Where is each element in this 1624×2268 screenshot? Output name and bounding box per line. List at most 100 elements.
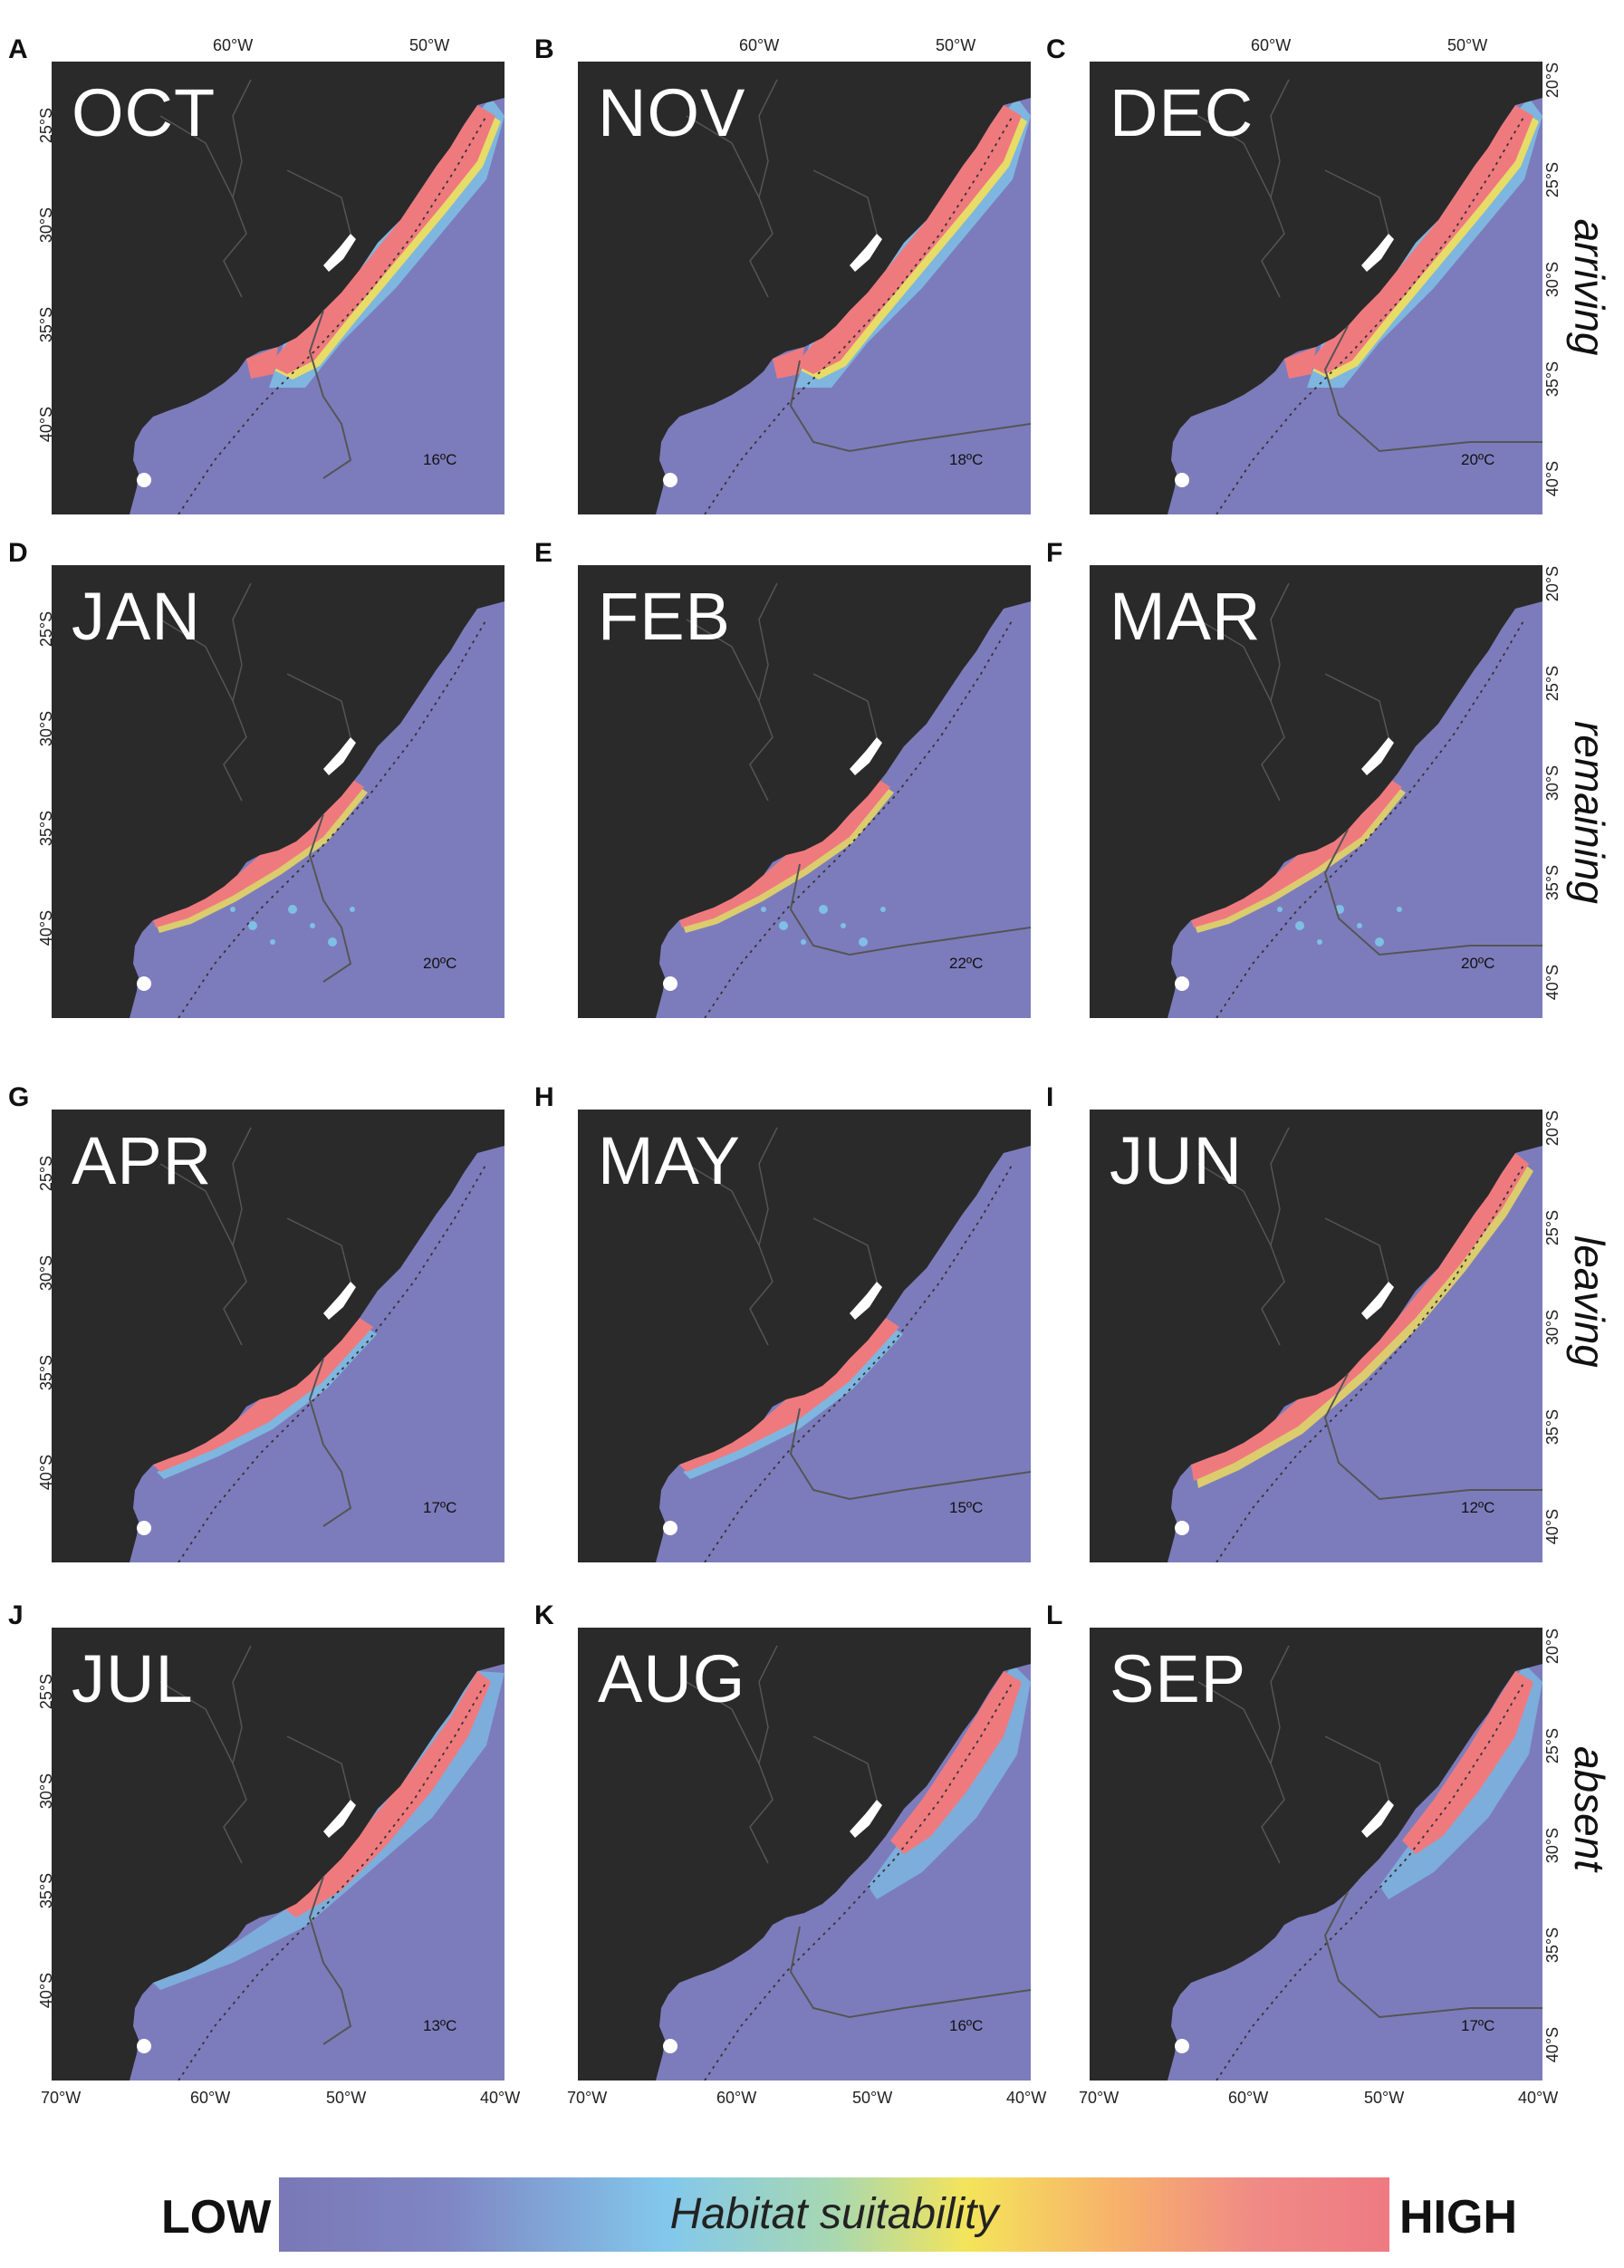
map-svg (578, 1110, 1031, 1562)
map-panel-aug: AUG 16ºC (578, 1628, 1031, 2081)
map-svg (1090, 62, 1542, 514)
panel-letter-l: L (1046, 1600, 1063, 1630)
land-area (52, 565, 504, 1018)
isotherm-temp-label: 20ºC (1461, 955, 1495, 972)
right-lat-tick: 35°S (1543, 864, 1562, 901)
shelf-break-line (704, 619, 1014, 1018)
month-label: MAR (1110, 579, 1262, 654)
left-lat-tick: 35°S (37, 1872, 56, 1909)
legend-color-bar (279, 2177, 1389, 2252)
top-lon-tick: 60°W (213, 36, 254, 54)
suitability-layer (1191, 1153, 1533, 1488)
land-area (1090, 1110, 1542, 1562)
shelf-break-line (1216, 619, 1525, 1018)
month-label: OCT (72, 75, 216, 150)
bottom-lon-tick: 70°W (41, 2089, 82, 2107)
island-shape (137, 976, 151, 991)
bottom-lon-tick: 50°W (1364, 2089, 1405, 2107)
lagoon-shape (1361, 737, 1394, 775)
panel-letter-d: D (8, 538, 28, 568)
right-lat-tick: 40°S (1543, 2026, 1562, 2063)
lagoon-shape (850, 234, 882, 272)
panel-letter-i: I (1046, 1082, 1054, 1112)
isotherm-temp-label: 22ºC (949, 955, 984, 972)
right-lat-tick: 20°S (1543, 62, 1562, 99)
isotherm-contour (1323, 829, 1542, 956)
map-panel-may: MAY 15ºC (578, 1110, 1031, 1562)
bottom-lon-tick: 40°W (1518, 2089, 1559, 2107)
lagoon-shape (1361, 1282, 1394, 1320)
map-panel-dec: DEC 20ºC (1090, 62, 1542, 514)
map-svg (578, 62, 1031, 514)
lagoon-shape (1361, 234, 1394, 272)
shelf-break-line (1216, 115, 1525, 514)
isotherm-temp-label: 20ºC (423, 955, 457, 972)
isotherm-contour (789, 360, 1031, 453)
legend-high-label: HIGH (1399, 2191, 1517, 2244)
isotherm-contour (1323, 1373, 1542, 1501)
left-lat-tick: 35°S (37, 810, 56, 847)
map-svg (578, 1628, 1031, 2081)
island-shape (137, 473, 151, 487)
shelf-break-line (178, 1681, 487, 2081)
isotherm-temp-label: 15ºC (949, 1499, 984, 1516)
bottom-lon-tick: 60°W (190, 2089, 231, 2107)
isotherm-temp-label: 16ºC (949, 2017, 984, 2034)
top-lon-tick: 50°W (1447, 36, 1488, 54)
island-shape (1175, 976, 1189, 991)
right-lat-tick: 30°S (1543, 764, 1562, 802)
land-area (578, 62, 1031, 514)
island-shape (663, 473, 677, 487)
suitability-layer (868, 1664, 1031, 1899)
left-lat-tick: 30°S (37, 1254, 56, 1292)
bottom-lon-tick: 40°W (1006, 2089, 1047, 2107)
panel-letter-a: A (8, 34, 28, 64)
map-svg (1090, 565, 1542, 1018)
right-lat-tick: 35°S (1543, 1927, 1562, 1964)
phase-label-arriving: arriving (1566, 218, 1613, 356)
isotherm-contour (308, 1358, 352, 1527)
month-label: FEB (598, 579, 731, 654)
top-lon-tick: 50°W (409, 36, 450, 54)
isotherm-temp-label: 16ºC (423, 451, 457, 468)
map-svg (578, 565, 1031, 1018)
map-panel-oct: OCT 16ºC (52, 62, 504, 514)
phase-label-remaining: remaining (1566, 721, 1613, 904)
shelf-break-line (178, 619, 487, 1018)
month-label: SEP (1110, 1641, 1247, 1716)
legend-low-label: LOW (161, 2191, 272, 2244)
isotherm-contour (1323, 1891, 1542, 2019)
land-area (578, 1110, 1031, 1562)
map-panel-feb: FEB 22ºC (578, 565, 1031, 1018)
island-shape (663, 2039, 677, 2053)
shelf-break-line (1216, 1681, 1525, 2081)
bottom-lon-tick: 70°W (1079, 2089, 1120, 2107)
left-lat-tick: 25°S (37, 610, 56, 648)
left-lat-tick: 30°S (37, 1773, 56, 1810)
left-lat-tick: 25°S (37, 1673, 56, 1710)
lagoon-shape (323, 234, 356, 272)
right-lat-tick: 40°S (1543, 1508, 1562, 1545)
island-shape (663, 976, 677, 991)
isotherm-temp-label: 17ºC (1461, 2017, 1495, 2034)
isotherm-temp-label: 18ºC (949, 451, 984, 468)
land-area (52, 1628, 504, 2081)
left-lat-tick: 35°S (37, 306, 56, 343)
right-lat-tick: 25°S (1543, 1727, 1562, 1764)
right-lat-tick: 40°S (1543, 964, 1562, 1001)
island-shape (663, 1521, 677, 1535)
isotherm-temp-label: 13ºC (423, 2017, 457, 2034)
right-lat-tick: 30°S (1543, 1309, 1562, 1346)
bottom-lon-tick: 50°W (326, 2089, 367, 2107)
panel-letter-j: J (8, 1600, 24, 1630)
isotherm-contour (789, 1408, 1031, 1501)
map-svg (1090, 1110, 1542, 1562)
right-lat-tick: 20°S (1543, 1110, 1562, 1147)
map-svg (1090, 1628, 1542, 2081)
map-svg (52, 62, 504, 514)
isotherm-contour (308, 310, 352, 479)
land-area (52, 62, 504, 514)
land-area (1090, 565, 1542, 1018)
suitability-layer (1379, 1664, 1542, 1899)
map-panel-nov: NOV 18ºC (578, 62, 1031, 514)
